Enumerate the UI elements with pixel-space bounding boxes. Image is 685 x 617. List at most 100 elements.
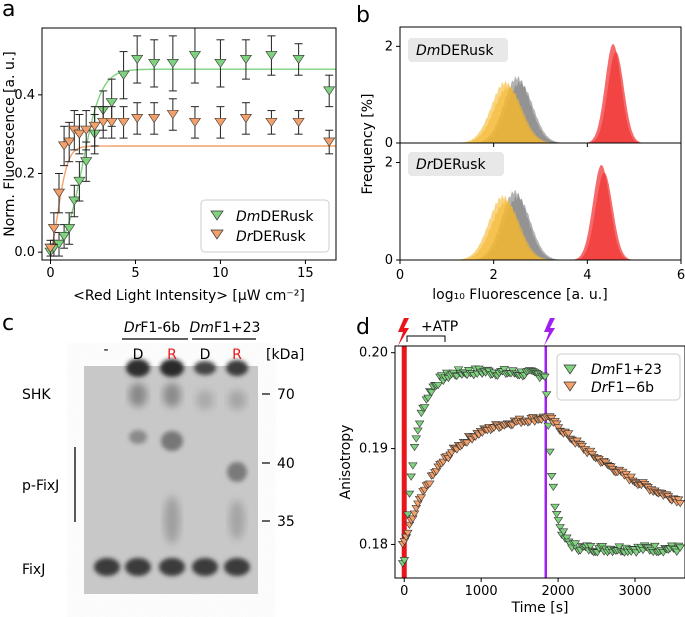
data-point-DmDERusk bbox=[80, 157, 93, 167]
data-point-DmDERusk bbox=[188, 51, 202, 61]
data-point-DrDERusk bbox=[80, 125, 93, 135]
time-point-DmF1+23 bbox=[548, 483, 559, 492]
time-point-DmF1+23 bbox=[675, 544, 685, 552]
gel-group-dm: DmF1+23 bbox=[190, 320, 261, 336]
legend-dm-italic: Dm bbox=[236, 209, 260, 225]
histogram-yellow bbox=[449, 85, 562, 143]
panel-c-gel: DrF1-6b DmF1+23 - D R D R [kDa] 70 40 35… bbox=[22, 320, 304, 594]
gel-band-pfixj-lane5 bbox=[227, 462, 247, 482]
gel-band-fixj-lane1 bbox=[94, 558, 120, 576]
fit-curve-0 bbox=[50, 68, 336, 253]
x-tick-label: 5 bbox=[131, 266, 139, 281]
legend-marker-dr bbox=[210, 229, 224, 240]
gel-smear-lane2 bbox=[129, 383, 147, 407]
panel-label-d: d bbox=[356, 315, 370, 340]
panel-d-x-label: Time [s] bbox=[511, 600, 569, 616]
panel-b-bottom-title-italic: Dr bbox=[416, 157, 434, 173]
x-tick-label: 2 bbox=[490, 268, 498, 283]
y-tick-label: 0.4 bbox=[14, 88, 35, 103]
data-point-DmDERusk bbox=[265, 51, 278, 61]
gel-marker-70: 70 bbox=[277, 387, 295, 403]
data-point-DrDERusk bbox=[58, 141, 71, 151]
data-point-DrDERusk bbox=[117, 117, 130, 128]
time-point-DmF1+23 bbox=[399, 557, 410, 565]
time-point-DmF1+23 bbox=[403, 511, 413, 519]
time-point-DrF1-6b bbox=[409, 510, 420, 518]
gel-group-dr: DrF1-6b bbox=[124, 320, 180, 336]
gel-lane-3: R bbox=[167, 347, 177, 363]
time-point-DmF1+23 bbox=[540, 373, 550, 381]
gel-band-fixj-lane3 bbox=[159, 558, 185, 576]
panel-d-legend-box bbox=[556, 353, 681, 401]
time-point-DmF1+23 bbox=[433, 381, 443, 390]
time-point-DmF1+23 bbox=[546, 473, 557, 481]
atp-annotation: +ATP bbox=[421, 319, 458, 335]
panel-a-frame bbox=[41, 27, 337, 261]
x-tick-label: 15 bbox=[297, 266, 314, 281]
gel-lane-4: D bbox=[200, 347, 211, 363]
panel-d-legend: DmF1+23 DrF1−6b bbox=[556, 353, 681, 401]
histogram-yellow bbox=[446, 200, 560, 260]
gel-band-shk-lane4 bbox=[194, 361, 216, 375]
time-point-DrF1-6b bbox=[403, 529, 413, 538]
data-point-DrDERusk bbox=[63, 137, 76, 147]
panel-a-legend-box bbox=[200, 199, 330, 253]
legend-dr-rest: DERusk bbox=[253, 229, 307, 245]
y-tick-label: 0.0 bbox=[14, 245, 35, 260]
panel-a-y-ticks: 0.0 0.2 0.4 bbox=[14, 88, 42, 260]
legend-marker-dm bbox=[210, 210, 224, 221]
legend-entry-dr: DrDERusk bbox=[236, 229, 306, 245]
gel-band-pfixj-lane3 bbox=[161, 431, 183, 451]
panel-b-bottom-title-text: DrDERusk bbox=[416, 157, 486, 173]
x-tick-label: 4 bbox=[583, 268, 591, 283]
gel-smear-lane5 bbox=[228, 390, 246, 410]
time-point-DmF1+23 bbox=[631, 549, 641, 557]
data-point-DrDERusk bbox=[214, 117, 227, 128]
time-point-DrF1-6b bbox=[551, 420, 562, 428]
time-point-DmF1+23 bbox=[614, 543, 625, 551]
legend-dmf1-italic: Dm bbox=[591, 362, 615, 378]
time-point-DmF1+23 bbox=[551, 511, 562, 519]
time-point-DrF1-6b bbox=[673, 496, 684, 504]
far-red-light-flash-icon bbox=[544, 318, 555, 346]
panel-b-top-title-rest: DERusk bbox=[440, 43, 494, 59]
time-point-DmF1+23 bbox=[411, 435, 421, 443]
panel-b-top-title-italic: Dm bbox=[416, 43, 440, 59]
time-point-DmF1+23 bbox=[585, 542, 596, 551]
gel-group-dm-rest: F1+23 bbox=[214, 320, 261, 336]
x-tick-label: 1000 bbox=[465, 584, 498, 599]
data-point-DrDERusk bbox=[239, 114, 252, 124]
gel-label-shk: SHK bbox=[22, 387, 51, 403]
panel-d-y-label: Anisotropy bbox=[338, 425, 354, 500]
panel-b-bottom-histogram bbox=[446, 164, 636, 260]
data-point-DrDERusk bbox=[88, 121, 101, 131]
panel-label-c: c bbox=[2, 311, 14, 336]
data-point-DrDERusk bbox=[47, 224, 60, 234]
data-point-DmDERusk bbox=[148, 58, 161, 69]
time-point-DmF1+23 bbox=[545, 448, 555, 456]
time-point-DmF1+23 bbox=[414, 420, 425, 428]
time-point-DmF1+23 bbox=[499, 366, 509, 374]
panel-a-legend: Dm DERusk DrDERusk bbox=[200, 199, 330, 253]
data-point-DmDERusk bbox=[131, 55, 144, 65]
panel-a-markers bbox=[44, 27, 336, 261]
gel-band-fixj-lane4 bbox=[192, 558, 218, 576]
y-tick-label: 0 bbox=[385, 136, 393, 151]
data-point-DmDERusk bbox=[292, 55, 305, 65]
gel-smear-lane4 bbox=[196, 390, 214, 410]
data-point-DmDERusk bbox=[73, 176, 86, 187]
panel-d-chart: 0 1000 2000 3000 0.18 0.19 0.20 Time [s] Anis… bbox=[338, 318, 685, 616]
data-point-DrDERusk bbox=[73, 129, 86, 139]
atp-bracket bbox=[406, 335, 446, 342]
time-point-DrF1-6b bbox=[563, 430, 574, 438]
y-tick-label: 0.18 bbox=[359, 537, 388, 552]
gel-smear-lower-lane3 bbox=[164, 496, 180, 544]
legend-marker-drf1 bbox=[563, 381, 577, 392]
x-tick-label: 0 bbox=[400, 584, 408, 599]
time-point-DmF1+23 bbox=[419, 404, 430, 412]
panel-b-top-title: DmDERusk bbox=[408, 38, 508, 62]
histogram-red bbox=[581, 51, 645, 143]
data-point-DmDERusk bbox=[166, 58, 179, 69]
panel-b-x-ticks: 0 2 4 6 bbox=[396, 143, 685, 283]
panel-d-y-ticks: 0.18 0.19 0.20 bbox=[359, 346, 395, 552]
